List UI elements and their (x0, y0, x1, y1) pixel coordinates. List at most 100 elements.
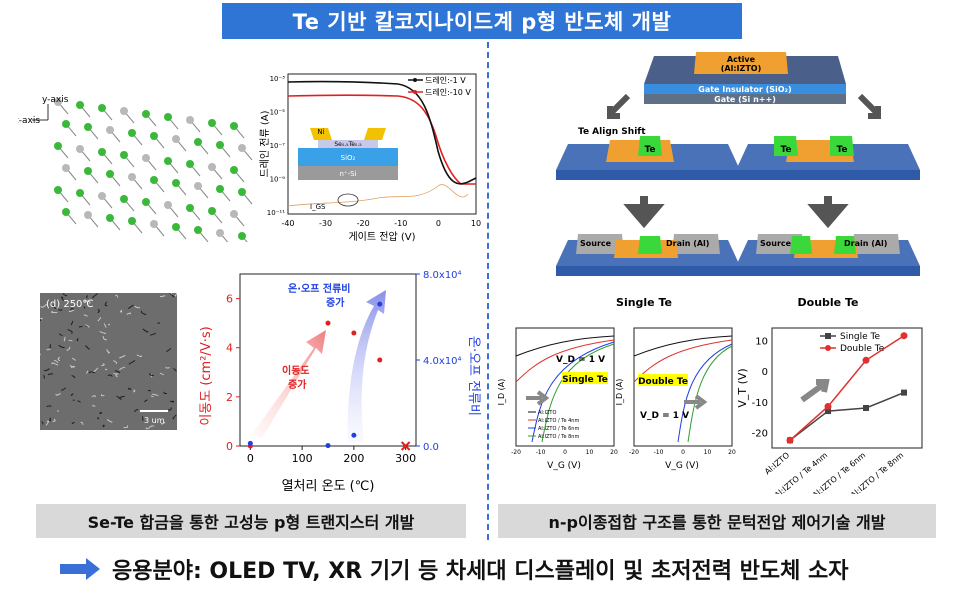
atom (216, 229, 224, 237)
atom (142, 110, 150, 118)
atom (230, 122, 238, 130)
legend-izto: Al:IZTO (538, 410, 556, 416)
source-label-single: Source (580, 239, 612, 248)
atom (120, 195, 128, 203)
atom (54, 142, 62, 150)
igs-label: I_GS (310, 203, 326, 211)
atom (216, 185, 224, 193)
data-point (825, 408, 831, 415)
x-tick-label: -10 (654, 449, 664, 456)
data-point (400, 441, 411, 451)
y-left-tick-label: 6 (226, 293, 233, 306)
curve-drain-10v (287, 94, 476, 185)
atom (128, 173, 136, 181)
atom (120, 107, 128, 115)
x-tick-label: 300 (395, 452, 416, 465)
x-tick-label: -20 (357, 219, 370, 228)
atom (230, 210, 238, 218)
footer: 응용분야: OLED TV, XR 기기 등 차세대 디스플레이 및 초저전력 … (60, 553, 849, 585)
x-tick-label: -20 (511, 449, 521, 456)
gate-insulator-label: Gate Insulator (SiO₂) (698, 85, 791, 94)
atom (62, 120, 70, 128)
arrow-down-double (807, 196, 849, 229)
atom (208, 207, 216, 215)
device-inset: n⁺-Si SiO₂ Se₀.₅Te₀.₅ Ni (298, 128, 398, 180)
atom (62, 164, 70, 172)
crystal-structure-image: y-axis z-axis (18, 95, 253, 242)
y-tick-label: 10⁻⁹ (270, 176, 286, 184)
x-tick-label: 0 (247, 452, 254, 465)
x-tick-label: 20 (610, 449, 618, 456)
atom (186, 160, 194, 168)
inset-sio2: SiO₂ (341, 154, 356, 162)
atom (98, 104, 106, 112)
axis-indicator: y-axis z-axis (18, 95, 69, 126)
atom (54, 186, 62, 194)
data-point (824, 402, 832, 410)
atom (238, 232, 246, 240)
data-point (247, 440, 253, 446)
x-tick-label: -20 (629, 449, 639, 456)
atom (186, 116, 194, 124)
atom (106, 214, 114, 222)
vd-label-double: V_D = 1 V (640, 411, 689, 421)
y-left-tick-label: 0 (226, 440, 233, 453)
atom (54, 98, 62, 106)
id-axis-single: I_D (A) (497, 379, 506, 406)
arrow-down-left (607, 93, 631, 119)
atom (216, 141, 224, 149)
atom (106, 170, 114, 178)
vd-label-single: V_D = 1 V (556, 355, 605, 365)
y-axis-title: 드레인 전류 (A) (259, 110, 271, 177)
device-single-final: Source Drain (Al) (556, 234, 740, 276)
arrow-right-icon (60, 558, 100, 580)
te-align-label: Te Align Shift (578, 127, 646, 137)
curve-drain-1v (287, 80, 477, 185)
x-tick-label: 10 (586, 449, 594, 456)
caption-left: Se-Te 합금을 통한 고성능 p형 트랜지스터 개발 (36, 504, 466, 538)
atom (150, 176, 158, 184)
onoff-annotation-2: 증가 (326, 296, 345, 309)
y-left-tick-label: 2 (226, 391, 233, 404)
atom (76, 101, 84, 109)
x-tick-label: 0 (436, 219, 441, 228)
x-tick-label: -40 (281, 219, 294, 228)
sem-label: (d) 250℃ (46, 299, 94, 310)
y-tick-label: 0 (762, 367, 768, 378)
vt-chart: V_T (V) Single Te Double Te 10 0 -10 -20 Al:… (736, 327, 923, 494)
device-double-te: Te Te (736, 136, 920, 180)
id-axis-double: I_D (A) (615, 379, 624, 406)
x-tick-label: 200 (343, 452, 364, 465)
gate-label: Gate (Si n++) (714, 95, 776, 104)
inset-channel: Se₀.₅Te₀.₅ (334, 141, 362, 148)
arrow-down-right (857, 93, 881, 119)
single-te-tag: Single Te (562, 375, 608, 385)
drain-label-double: Drain (Al) (844, 239, 887, 248)
legend-te6: Al:IZTO / Te 6nm (538, 426, 579, 432)
drain-label-single: Drain (Al) (666, 239, 709, 248)
mobility-annotation-1: 이동도 (282, 364, 310, 377)
atom (172, 223, 180, 231)
x-axis-title: 게이트 전압 (V) (348, 230, 415, 243)
legend-te8: Al:IZTO / Te 8nm (538, 434, 579, 440)
sem-image: (d) 250℃ 3 um (40, 293, 177, 430)
atom (142, 154, 150, 162)
atom (208, 163, 216, 171)
y-tick-label: 10⁻⁷ (270, 142, 286, 150)
transfer-single-te-chart: Single Te V_D = 1 V Al:IZTO Al:IZTO / Te… (497, 327, 618, 471)
te-label-double-right: Te (836, 145, 847, 155)
arrow-down-single (623, 196, 665, 229)
sem-scale: 3 um (144, 416, 165, 425)
legend-te4: Al:IZTO / Te 4nm (538, 418, 579, 424)
atom (128, 129, 136, 137)
x-axis-title: 열처리 온도 (℃) (282, 479, 375, 494)
vt-axis-title: V_T (V) (736, 368, 749, 407)
atom (106, 126, 114, 134)
onoff-increase-arrow (347, 290, 386, 442)
atom (238, 188, 246, 196)
x-tick-label: 20 (728, 449, 736, 456)
active-material-label: (Al:IZTO) (721, 64, 761, 73)
mobility-onoff-chart: 이동도 증가 온·오프 전류비 증가 0 100 200 300 0 2 4 6 0.0 4.0x… (199, 270, 481, 494)
atom (76, 145, 84, 153)
y-tick-label: -10 (752, 398, 768, 409)
